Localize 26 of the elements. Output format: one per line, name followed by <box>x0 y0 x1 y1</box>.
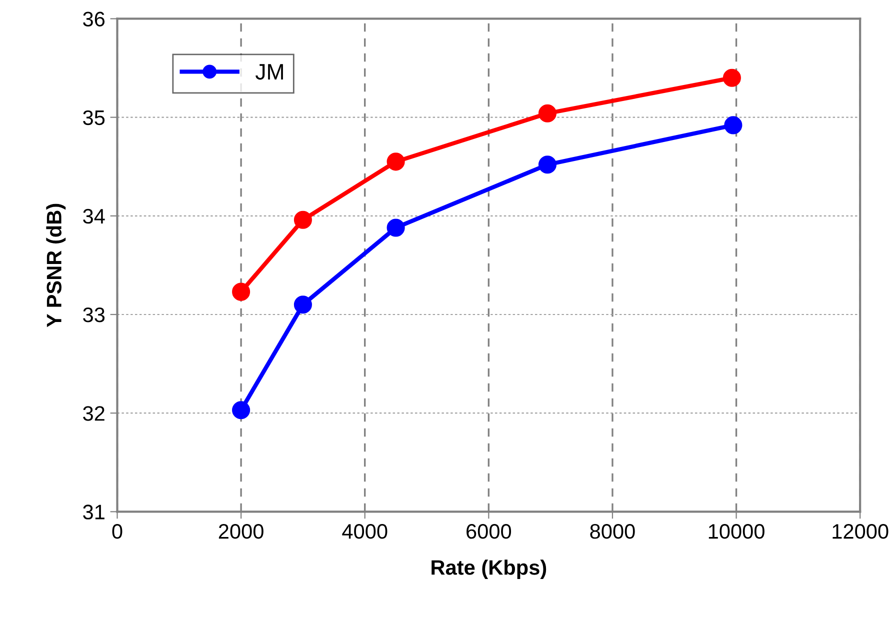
point <box>386 218 405 237</box>
y-tick-label: 32 <box>83 406 104 421</box>
point <box>724 116 742 134</box>
y-tick-label: 34 <box>83 208 105 224</box>
x-axis-title: Rate (Kbps) <box>432 560 546 579</box>
point <box>232 282 250 301</box>
x-tick-label: 8000 <box>590 524 635 539</box>
point <box>538 156 557 174</box>
x-tick-label: 0 <box>112 524 122 539</box>
point <box>386 152 405 171</box>
point <box>232 401 250 420</box>
y-tick-label: 35 <box>83 110 105 126</box>
x-tick-label: 4000 <box>342 524 388 539</box>
point <box>722 68 741 87</box>
y-tick-label: 36 <box>83 12 105 26</box>
x-tick-label: 6000 <box>466 524 512 539</box>
legend-label: JM <box>255 64 283 80</box>
x-tick-label: 12000 <box>832 524 888 539</box>
y-axis-title: Y PSNR (dB) <box>46 204 66 328</box>
x-tick-label: 2000 <box>218 524 264 539</box>
point <box>294 296 312 314</box>
point <box>538 104 557 122</box>
x-tick-label: 10000 <box>708 524 764 539</box>
point <box>294 210 312 229</box>
y-tick-label: 33 <box>83 307 105 322</box>
y-tick-label: 31 <box>83 504 104 520</box>
